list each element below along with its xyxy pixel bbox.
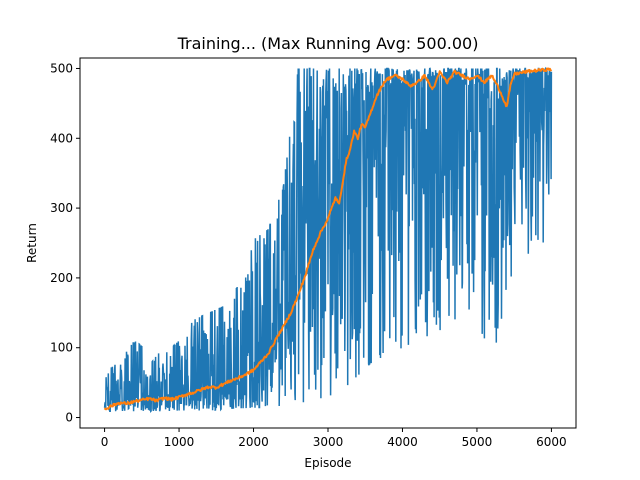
y-tick-label: 500 — [50, 61, 73, 75]
x-tick-label: 4000 — [387, 435, 418, 449]
y-axis-label: Return — [25, 223, 39, 263]
x-tick-label: 5000 — [462, 435, 493, 449]
series-line-returns — [103, 66, 553, 413]
x-axis: 0 1000 2000 3000 4000 5000 6000 — [101, 428, 567, 449]
y-tick-label: 200 — [50, 271, 73, 285]
x-tick-label: 2000 — [238, 435, 269, 449]
y-tick-label: 100 — [50, 341, 73, 355]
y-tick-label: 300 — [50, 201, 73, 215]
x-axis-label: Episode — [304, 456, 351, 470]
chart-title: Training... (Max Running Avg: 500.00) — [177, 34, 479, 53]
y-tick-label: 0 — [65, 411, 73, 425]
plot-area — [103, 66, 553, 413]
series-line-running-average — [103, 67, 553, 411]
x-tick-label: 6000 — [536, 435, 567, 449]
y-tick-label: 400 — [50, 131, 73, 145]
y-axis: 0 100 200 300 400 500 — [50, 61, 80, 425]
x-tick-label: 3000 — [313, 435, 344, 449]
x-tick-label: 1000 — [164, 435, 195, 449]
x-tick-label: 0 — [101, 435, 109, 449]
